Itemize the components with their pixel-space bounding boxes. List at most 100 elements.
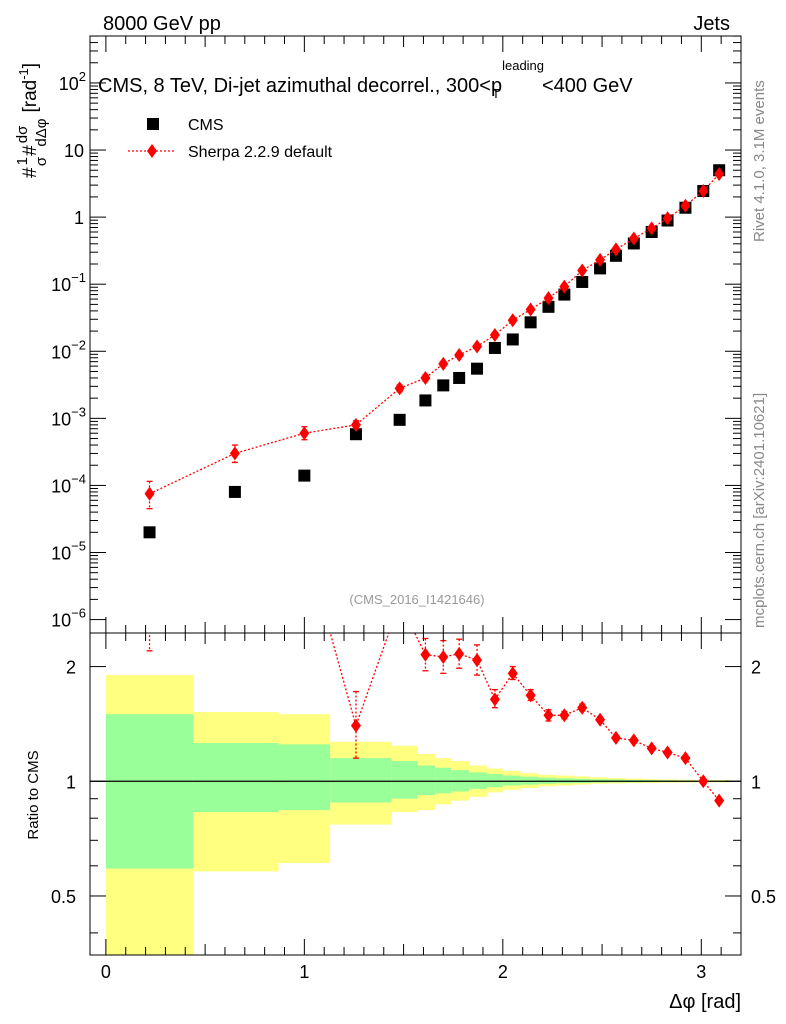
sherpa-data-point — [299, 426, 310, 441]
sherpa-data-point — [525, 302, 536, 317]
legend-sherpa-marker — [147, 144, 157, 158]
ratio-data-point — [610, 730, 621, 745]
ratio-data-point — [230, 553, 240, 567]
ratio-data-point — [454, 646, 465, 661]
ratio-data-point — [680, 751, 691, 766]
sherpa-data-point — [662, 211, 673, 226]
mcplots-credit-label: mcplots.cern.ch [arXiv:2401.10621] — [751, 393, 768, 628]
ratio-data-point — [420, 647, 431, 662]
ratio-plot-frame — [89, 632, 742, 956]
collision-label: 8000 GeV pp — [103, 13, 221, 35]
sherpa-data-point — [420, 370, 431, 385]
main-plot-panel: 10−6 10−5 10−4 10−3 10−2 10−1 1 10 102 CMS, 8 Te… — [14, 35, 742, 634]
cms-data-point — [488, 341, 501, 354]
sherpa-data-point — [610, 242, 621, 257]
stat-uncertainty-band — [330, 758, 392, 803]
ratio-plot-panel: 0.5 0.5 1 1 2 2 0 1 2 3 Ratio to CMS Δφ [rad] — [25, 533, 776, 1013]
ratio-y-tick-label-right: 2 — [751, 658, 761, 678]
ratio-data-point — [577, 700, 588, 715]
sherpa-data-point — [350, 417, 361, 432]
analysis-group-label: Jets — [693, 13, 730, 35]
main-plot-marks — [143, 164, 726, 539]
main-y-tick-label: 10−4 — [51, 471, 86, 496]
main-y-tick-label: 102 — [59, 69, 86, 94]
sherpa-data-point — [577, 263, 588, 278]
ratio-data-point — [472, 653, 483, 668]
ratio-data-point — [595, 712, 606, 727]
main-y-tick-label: 10−3 — [51, 404, 86, 429]
stat-uncertainty-band — [391, 761, 418, 799]
ratio-plot-axes: 0.5 0.5 1 1 2 2 0 1 2 3 — [51, 633, 776, 982]
cms-data-point — [558, 288, 571, 301]
ratio-y-tick-label-right: 0.5 — [751, 887, 776, 907]
stat-uncertainty-band — [486, 773, 503, 788]
sherpa-data-point — [646, 221, 657, 236]
x-tick-label: 0 — [101, 962, 111, 982]
stat-uncertainty-band — [435, 767, 452, 794]
plot-title: CMS, 8 TeV, Di-jet azimuthal decorrel., … — [98, 58, 633, 101]
x-tick-label: 1 — [299, 962, 309, 982]
ratio-y-tick-label-left: 2 — [66, 658, 76, 678]
legend-cms-label: CMS — [188, 117, 224, 134]
stat-uncertainty-band — [193, 743, 279, 813]
cms-data-point — [576, 275, 589, 288]
ratio-data-point — [662, 745, 673, 760]
ratio-data-point — [646, 741, 657, 756]
main-y-tick-label: 1 — [74, 208, 84, 228]
main-plot-axes: 10−6 10−5 10−4 10−3 10−2 10−1 1 10 102 — [51, 35, 741, 633]
legend: CMS Sherpa 2.2.9 default — [128, 117, 333, 161]
stat-uncertainty-band — [417, 765, 436, 796]
sherpa-data-point — [472, 339, 483, 354]
main-y-axis-label: #1 σ#dσ dΔφ[rad-1] — [14, 63, 50, 178]
ratio-data-point — [698, 774, 709, 789]
stat-uncertainty-band — [502, 775, 521, 786]
stat-uncertainty-band — [105, 714, 194, 869]
cms-data-point — [542, 300, 555, 313]
ratio-data-point — [489, 692, 500, 707]
sherpa-data-point — [454, 347, 465, 362]
cms-data-point — [419, 394, 432, 407]
sherpa-data-point — [559, 279, 570, 294]
sherpa-data-point — [144, 486, 155, 501]
stat-uncertainty-band — [278, 744, 331, 811]
cms-data-point — [349, 428, 362, 441]
ratio-y-tick-label-left: 1 — [66, 772, 76, 792]
cms-data-point — [298, 469, 311, 482]
ratio-data-point — [299, 533, 309, 547]
main-y-tick-label: 10−1 — [51, 270, 86, 295]
cms-data-point — [228, 485, 241, 498]
sherpa-data-point — [507, 313, 518, 328]
ratio-y-tick-label-left: 0.5 — [51, 887, 76, 907]
cms-data-point — [471, 362, 484, 375]
sherpa-data-point — [595, 252, 606, 267]
main-y-tick-label: 10 — [64, 141, 84, 161]
sherpa-data-point — [680, 198, 691, 213]
sherpa-data-point — [714, 166, 725, 181]
main-y-tick-label: 10−2 — [51, 337, 86, 362]
sherpa-data-point — [229, 446, 240, 461]
ratio-data-point — [628, 733, 639, 748]
analysis-id-watermark: (CMS_2016_I1421646) — [349, 592, 484, 607]
sherpa-data-point — [543, 291, 554, 306]
stat-uncertainty-band — [469, 772, 487, 789]
cms-data-point — [594, 262, 607, 275]
rivet-version-label: Rivet 4.1.0, 3.1M events — [751, 80, 768, 242]
ratio-data-point — [507, 666, 518, 681]
cms-data-point — [506, 333, 519, 346]
x-tick-label: 3 — [696, 962, 706, 982]
cms-data-point — [453, 371, 466, 384]
sherpa-data-point — [394, 381, 405, 396]
ratio-data-point — [543, 708, 554, 723]
sherpa-data-point — [489, 327, 500, 342]
sherpa-data-point — [698, 184, 709, 199]
ratio-data-point — [350, 718, 361, 733]
cms-data-point — [393, 413, 406, 426]
cms-data-point — [143, 526, 156, 539]
ratio-data-point — [559, 708, 570, 723]
sherpa-data-point — [438, 356, 449, 371]
ratio-data-point — [145, 558, 155, 572]
x-axis-label: Δφ [rad] — [669, 991, 741, 1013]
sherpa-data-point — [628, 231, 639, 246]
